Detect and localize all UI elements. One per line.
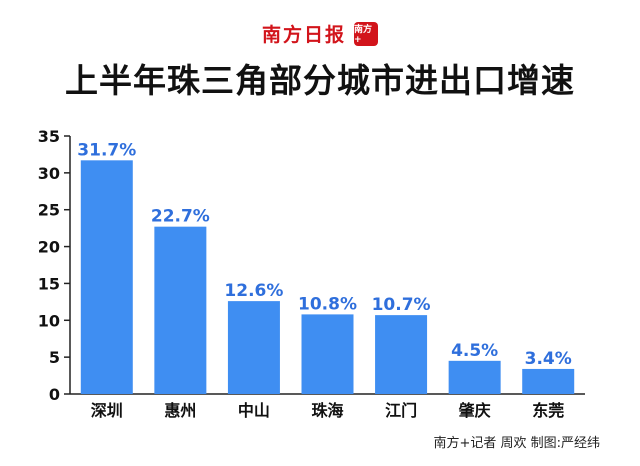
brand-header: 南方日报 南方+ [0,20,640,47]
y-tick-label: 20 [38,238,60,257]
bar-value-label: 4.5% [451,341,498,361]
bar-value-label: 22.7% [151,207,210,227]
chart-title: 上半年珠三角部分城市进出口增速 [65,61,575,100]
bar-value-label: 12.6% [224,281,283,301]
bar-1 [154,226,207,394]
bar-0 [80,160,133,394]
category-label: 深圳 [91,401,123,420]
bar-2 [227,301,280,394]
bar-value-label: 10.7% [372,295,431,315]
category-label: 东莞 [532,401,564,420]
brand-logo-icon: 南方+ [354,21,378,46]
credit-line: 南方+记者 周欢 制图:严经纬 [433,436,600,451]
bar-4 [375,315,428,394]
category-label: 肇庆 [458,401,491,420]
category-label: 江门 [385,401,417,420]
y-tick-label: 15 [38,274,60,293]
category-label: 惠州 [164,401,196,420]
y-tick-label: 0 [49,385,60,404]
y-tick-label: 30 [38,164,60,183]
category-label: 珠海 [311,401,343,420]
y-tick-label: 10 [38,311,60,330]
category-label: 中山 [238,401,270,420]
y-tick-label: 5 [49,348,60,367]
bar-6 [522,368,575,394]
bar-value-label: 10.8% [298,294,357,314]
y-tick-label: 35 [38,127,60,146]
bar-value-label: 31.7% [77,140,136,160]
brand-name: 南方日报 [261,24,346,46]
bar-5 [448,360,501,394]
bar-value-label: 3.4% [525,349,572,369]
y-tick-label: 25 [38,201,60,220]
bar-3 [301,314,354,394]
